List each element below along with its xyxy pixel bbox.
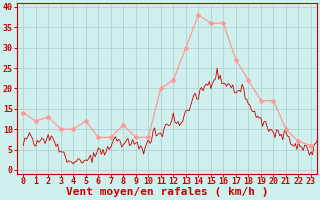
X-axis label: Vent moyen/en rafales ( km/h ): Vent moyen/en rafales ( km/h ) [66,187,268,197]
